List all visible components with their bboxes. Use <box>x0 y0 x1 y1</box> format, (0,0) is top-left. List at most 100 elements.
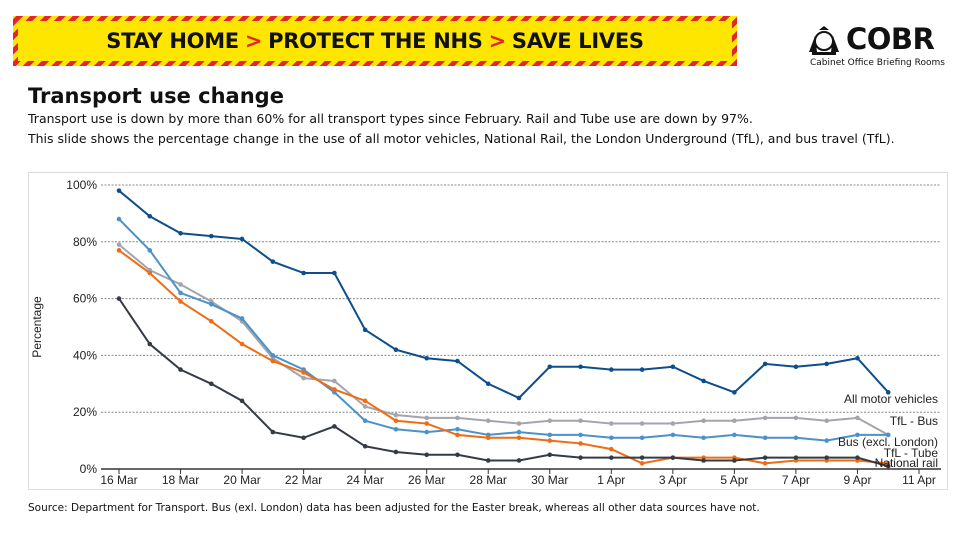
data-point-all-motor-vehicles <box>332 270 337 276</box>
data-point-national-rail <box>455 452 460 458</box>
chart-container: 0% 20% 40% 60% 80% 100% Percentage 16 Mar 18 Mar… <box>28 172 948 490</box>
data-point-bus-excl-london <box>885 432 891 438</box>
data-point-bus-excl-london <box>362 418 368 424</box>
data-point-national-rail <box>332 424 337 429</box>
data-point-bus-excl-london <box>424 429 429 435</box>
data-point-tfl-bus <box>732 418 737 424</box>
data-point-national-rail <box>516 458 522 463</box>
x-tick-label: 18 Mar <box>162 473 199 487</box>
data-point-tfl-bus <box>362 404 368 409</box>
y-tick-label: 60% <box>73 292 97 306</box>
subtitle-line-1: Transport use is down by more than 60% f… <box>28 111 753 126</box>
x-tick-label: 16 Mar <box>100 473 137 487</box>
data-point-tfl-tube <box>301 370 306 375</box>
data-point-all-motor-vehicles <box>362 327 368 333</box>
data-point-all-motor-vehicles <box>116 188 122 193</box>
y-tick-label: 40% <box>73 348 97 362</box>
data-point-tfl-bus <box>301 375 306 381</box>
data-point-tfl-bus <box>332 378 337 384</box>
data-point-national-rail <box>270 429 276 435</box>
data-point-bus-excl-london <box>732 432 737 438</box>
data-point-national-rail <box>393 449 399 455</box>
x-tick-label: 24 Mar <box>346 473 383 487</box>
data-point-tfl-tube <box>762 461 768 466</box>
y-axis-label: Percentage <box>30 296 44 358</box>
data-point-national-rail <box>301 435 306 441</box>
data-point-national-rail <box>609 455 614 460</box>
data-point-tfl-tube <box>178 299 183 304</box>
data-point-national-rail <box>639 455 645 460</box>
series-line-all-motor-vehicles <box>118 189 889 400</box>
data-point-tfl-bus <box>609 421 614 426</box>
data-point-tfl-tube <box>639 461 645 466</box>
data-point-bus-excl-london <box>270 353 276 358</box>
data-point-bus-excl-london <box>701 435 706 441</box>
data-point-tfl-tube <box>270 358 276 364</box>
data-point-all-motor-vehicles <box>424 355 429 361</box>
data-point-bus-excl-london <box>793 435 799 441</box>
series-label-bus-excl-london: Bus (excl. London) <box>838 435 938 449</box>
data-point-tfl-tube <box>578 441 583 446</box>
x-tick-label: 9 Apr <box>843 473 871 487</box>
data-point-all-motor-vehicles <box>239 236 245 242</box>
data-point-bus-excl-london <box>178 290 183 296</box>
data-point-national-rail <box>793 455 799 460</box>
data-point-national-rail <box>701 458 706 463</box>
data-point-bus-excl-london <box>116 216 122 222</box>
x-tick-label: 30 Mar <box>531 473 568 487</box>
data-point-national-rail <box>885 463 891 469</box>
series-line-tfl-bus <box>118 243 889 436</box>
data-point-tfl-bus <box>516 421 522 426</box>
data-point-tfl-tube <box>609 446 614 452</box>
data-point-all-motor-vehicles <box>393 347 399 353</box>
data-point-tfl-tube <box>239 341 245 347</box>
line-chart: 0% 20% 40% 60% 80% 100% Percentage 16 Mar 18 Mar… <box>30 178 941 487</box>
slogan-stay-home: STAY HOME <box>106 29 239 53</box>
data-point-national-rail <box>762 455 768 460</box>
data-point-bus-excl-london <box>762 435 768 441</box>
data-point-tfl-tube <box>147 270 153 276</box>
chevron-right-icon: > <box>488 29 507 53</box>
data-point-tfl-tube <box>332 387 337 392</box>
data-point-national-rail <box>670 455 676 460</box>
data-point-bus-excl-london <box>578 432 583 438</box>
data-point-all-motor-vehicles <box>147 213 153 219</box>
data-point-all-motor-vehicles <box>301 270 306 276</box>
data-point-national-rail <box>239 398 245 404</box>
data-point-bus-excl-london <box>455 426 460 432</box>
x-tick-label: 28 Mar <box>470 473 507 487</box>
data-point-all-motor-vehicles <box>639 367 645 372</box>
data-point-bus-excl-london <box>670 432 676 438</box>
x-tick-label: 26 Mar <box>408 473 445 487</box>
data-point-national-rail <box>147 341 153 347</box>
slogan-banner: STAY HOME > PROTECT THE NHS > SAVE LIVES <box>13 16 737 66</box>
data-point-bus-excl-london <box>209 301 214 307</box>
data-point-bus-excl-london <box>147 248 153 253</box>
data-point-bus-excl-london <box>547 432 553 438</box>
page-title: Transport use change <box>28 84 284 108</box>
data-point-bus-excl-london <box>824 438 829 443</box>
data-point-tfl-bus <box>116 242 122 247</box>
cobr-title: COBR <box>846 22 935 56</box>
data-point-all-motor-vehicles <box>762 361 768 367</box>
data-point-tfl-tube <box>393 418 399 424</box>
data-point-national-rail <box>824 455 829 460</box>
y-tick-label: 80% <box>73 235 97 249</box>
data-point-all-motor-vehicles <box>793 364 799 370</box>
data-point-all-motor-vehicles <box>824 361 829 367</box>
y-tick-label: 0% <box>80 462 98 476</box>
series-line-national-rail <box>118 298 889 468</box>
data-point-tfl-bus <box>578 418 583 424</box>
data-point-bus-excl-london <box>516 429 522 435</box>
source-note: Source: Department for Transport. Bus (e… <box>28 502 760 514</box>
data-point-all-motor-vehicles <box>732 390 737 395</box>
data-point-tfl-tube <box>116 248 122 253</box>
x-tick-label: 1 Apr <box>597 473 625 487</box>
y-tick-label: 100% <box>66 178 97 192</box>
series-label-all-motor-vehicles: All motor vehicles <box>844 392 938 406</box>
data-point-tfl-tube <box>424 421 429 426</box>
data-point-national-rail <box>362 443 368 449</box>
data-point-tfl-bus <box>547 418 553 424</box>
data-point-all-motor-vehicles <box>855 355 860 361</box>
royal-crest-icon <box>809 26 839 55</box>
